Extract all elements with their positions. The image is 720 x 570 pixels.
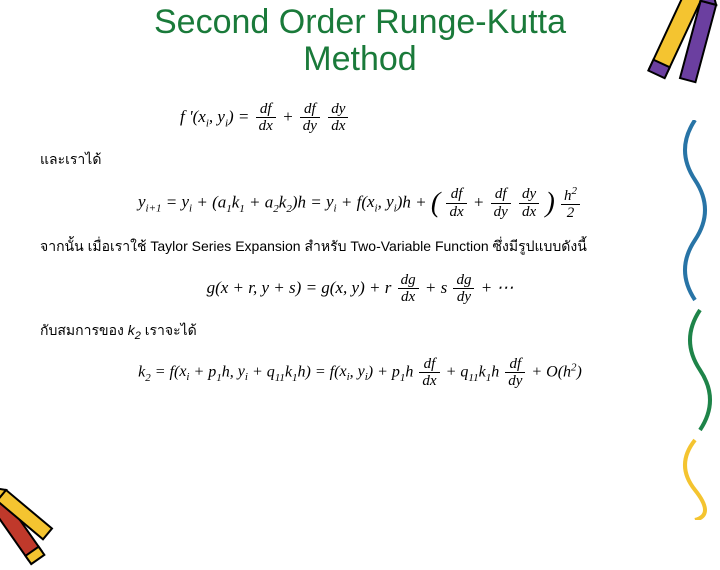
text-line-2: จากนั้น เมื่อเราใช้ Taylor Series Expans… — [40, 236, 680, 258]
slide-title: Second Order Runge-Kutta Method — [0, 0, 720, 79]
slide-content: f '(xi, yi) = dfdx + dfdy dydx และเราได้… — [0, 79, 720, 390]
text-line-1: และเราได้ — [40, 149, 680, 171]
equation-4: k2 = f(xi + p1h, yi + q11k1h) = f(xi, yi… — [40, 356, 680, 390]
title-line-1: Second Order Runge-Kutta — [154, 3, 566, 41]
crayon-decoration-bottom-left — [0, 450, 90, 570]
squiggle-decoration-right — [665, 120, 715, 520]
title-line-2: Method — [303, 40, 416, 78]
crayon-decoration-top-right — [620, 0, 720, 130]
equation-1: f '(xi, yi) = dfdx + dfdy dydx — [40, 101, 680, 135]
text-line-3: กับสมการของ k2 เราจะได้ — [40, 320, 680, 342]
equation-2: yi+1 = yi + (a1k1 + a2k2)h = yi + f(xi, … — [40, 185, 680, 222]
equation-3: g(x + r, y + s) = g(x, y) + r dgdx + s d… — [40, 272, 680, 306]
